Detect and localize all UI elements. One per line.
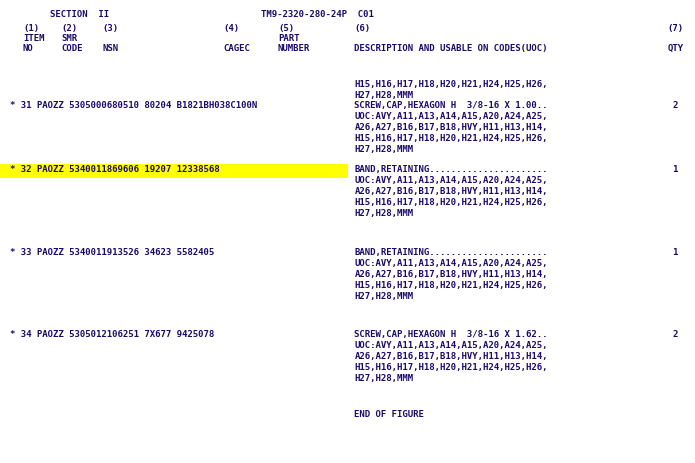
Text: 1: 1 [672, 248, 678, 257]
Text: UOC:AVY,A11,A13,A14,A15,A20,A24,A25,: UOC:AVY,A11,A13,A14,A15,A20,A24,A25, [354, 259, 548, 268]
Text: (1): (1) [23, 24, 39, 33]
Text: * 31 PAOZZ 5305000680510 80204 B1821BH038C100N: * 31 PAOZZ 5305000680510 80204 B1821BH03… [10, 101, 258, 110]
Text: CAGEC: CAGEC [224, 44, 251, 53]
Text: * 32 PAOZZ 5340011869606 19207 12338568: * 32 PAOZZ 5340011869606 19207 12338568 [10, 165, 220, 174]
Text: H15,H16,H17,H18,H20,H21,H24,H25,H26,: H15,H16,H17,H18,H20,H21,H24,H25,H26, [354, 198, 548, 207]
Text: BAND,RETAINING......................: BAND,RETAINING...................... [354, 165, 548, 174]
Text: H15,H16,H17,H18,H20,H21,H24,H25,H26,: H15,H16,H17,H18,H20,H21,H24,H25,H26, [354, 134, 548, 143]
Text: NSN: NSN [103, 44, 119, 53]
Text: * 34 PAOZZ 5305012106251 7X677 9425078: * 34 PAOZZ 5305012106251 7X677 9425078 [10, 330, 215, 339]
Text: H27,H28,MMM: H27,H28,MMM [354, 374, 414, 383]
Text: END OF FIGURE: END OF FIGURE [354, 410, 425, 419]
Text: H27,H28,MMM: H27,H28,MMM [354, 91, 414, 100]
Text: A26,A27,B16,B17,B18,HVY,H11,H13,H14,: A26,A27,B16,B17,B18,HVY,H11,H13,H14, [354, 187, 548, 196]
Text: (4): (4) [224, 24, 240, 33]
Text: (2): (2) [61, 24, 77, 33]
Text: H27,H28,MMM: H27,H28,MMM [354, 209, 414, 218]
Text: (7): (7) [667, 24, 683, 33]
Text: H15,H16,H17,H18,H20,H21,H24,H25,H26,: H15,H16,H17,H18,H20,H21,H24,H25,H26, [354, 80, 548, 89]
Text: BAND,RETAINING......................: BAND,RETAINING...................... [354, 248, 548, 257]
Text: * 33 PAOZZ 5340011913526 34623 5582405: * 33 PAOZZ 5340011913526 34623 5582405 [10, 248, 215, 257]
Text: NO: NO [23, 44, 33, 53]
Text: H15,H16,H17,H18,H20,H21,H24,H25,H26,: H15,H16,H17,H18,H20,H21,H24,H25,H26, [354, 281, 548, 290]
Text: SMR: SMR [61, 34, 77, 43]
Text: UOC:AVY,A11,A13,A14,A15,A20,A24,A25,: UOC:AVY,A11,A13,A14,A15,A20,A24,A25, [354, 176, 548, 185]
Text: CODE: CODE [61, 44, 83, 53]
Text: A26,A27,B16,B17,B18,HVY,H11,H13,H14,: A26,A27,B16,B17,B18,HVY,H11,H13,H14, [354, 270, 548, 279]
Text: NUMBER: NUMBER [278, 44, 310, 53]
Text: A26,A27,B16,B17,B18,HVY,H11,H13,H14,: A26,A27,B16,B17,B18,HVY,H11,H13,H14, [354, 123, 548, 132]
Text: H15,H16,H17,H18,H20,H21,H24,H25,H26,: H15,H16,H17,H18,H20,H21,H24,H25,H26, [354, 363, 548, 372]
Text: UOC:AVY,A11,A13,A14,A15,A20,A24,A25,: UOC:AVY,A11,A13,A14,A15,A20,A24,A25, [354, 341, 548, 350]
Text: (5): (5) [278, 24, 294, 33]
Text: SECTION  II: SECTION II [50, 10, 109, 19]
Text: QTY: QTY [667, 44, 683, 53]
Text: (6): (6) [354, 24, 370, 33]
Text: SCREW,CAP,HEXAGON H  3/8-16 X 1.00..: SCREW,CAP,HEXAGON H 3/8-16 X 1.00.. [354, 101, 548, 110]
Text: UOC:AVY,A11,A13,A14,A15,A20,A24,A25,: UOC:AVY,A11,A13,A14,A15,A20,A24,A25, [354, 112, 548, 121]
Text: TM9-2320-280-24P  C01: TM9-2320-280-24P C01 [261, 10, 373, 19]
Text: H27,H28,MMM: H27,H28,MMM [354, 292, 414, 301]
Text: A26,A27,B16,B17,B18,HVY,H11,H13,H14,: A26,A27,B16,B17,B18,HVY,H11,H13,H14, [354, 352, 548, 361]
Text: 2: 2 [672, 101, 678, 110]
Text: (3): (3) [103, 24, 119, 33]
Text: 2: 2 [672, 330, 678, 339]
Text: DESCRIPTION AND USABLE ON CODES(UOC): DESCRIPTION AND USABLE ON CODES(UOC) [354, 44, 548, 53]
Text: ITEM: ITEM [23, 34, 44, 43]
Text: SCREW,CAP,HEXAGON H  3/8-16 X 1.62..: SCREW,CAP,HEXAGON H 3/8-16 X 1.62.. [354, 330, 548, 339]
Text: 1: 1 [672, 165, 678, 174]
Text: H27,H28,MMM: H27,H28,MMM [354, 145, 414, 154]
Text: PART: PART [278, 34, 300, 43]
Bar [0, 164, 348, 178]
